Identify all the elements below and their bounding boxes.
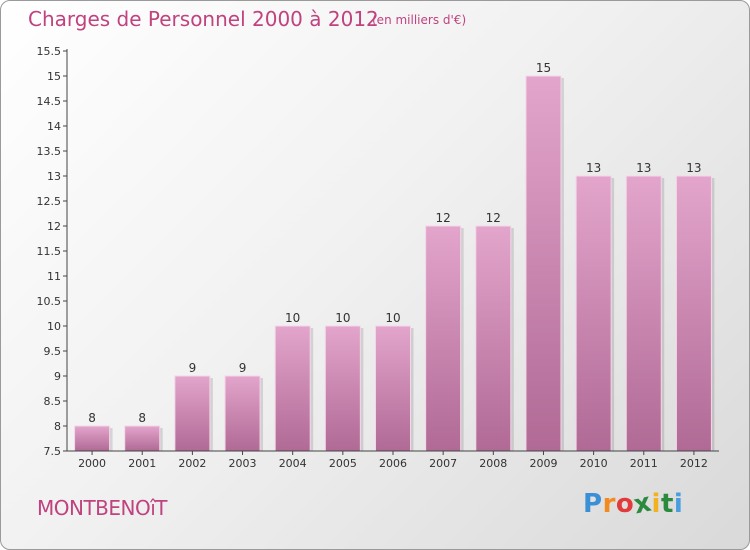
bar xyxy=(274,325,311,452)
y-tick-label: 10 xyxy=(47,320,61,333)
bar-value-label: 12 xyxy=(486,211,501,225)
bar xyxy=(375,325,411,452)
y-tick-label: 10.5 xyxy=(37,295,62,308)
y-tick-label: 11 xyxy=(47,270,61,283)
bar xyxy=(625,175,662,452)
bar-value-label: 10 xyxy=(385,311,400,325)
proxiti-logo: Proxiti xyxy=(583,488,684,521)
x-tick-label: 2001 xyxy=(128,457,156,470)
commune-name: MONTBENOîT xyxy=(37,496,168,520)
bar-value-label: 9 xyxy=(189,361,197,375)
x-axis: 2000 2001 2002 2003 2004 2005 2006 2007 2008 2009… xyxy=(67,450,719,470)
bar-value-label: 8 xyxy=(88,411,96,425)
x-tick-label: 2003 xyxy=(229,457,257,470)
bar-value-label: 13 xyxy=(686,161,701,175)
bar-value-label: 13 xyxy=(636,161,651,175)
x-tick-label: 2002 xyxy=(178,457,206,470)
x-tick-label: 2000 xyxy=(78,457,106,470)
x-tick-label: 2006 xyxy=(379,457,407,470)
chart-subtitle: (en milliers d'€) xyxy=(372,13,467,27)
logo-letter: r xyxy=(602,489,616,519)
y-tick-label: 12.5 xyxy=(37,195,62,208)
y-tick-label: 13 xyxy=(47,170,61,183)
x-tick-label: 2009 xyxy=(529,457,557,470)
bar xyxy=(525,75,562,452)
bar xyxy=(224,375,261,452)
y-tick-label: 8 xyxy=(54,420,61,433)
bar-value-label: 12 xyxy=(436,211,451,225)
logo-letter: i xyxy=(673,489,684,519)
bar xyxy=(74,425,111,452)
bar-value-label: 13 xyxy=(586,161,601,175)
y-tick-label: 13.5 xyxy=(37,145,62,158)
chart-title: Charges de Personnel 2000 à 2012 xyxy=(28,7,379,31)
x-tick-label: 2005 xyxy=(329,457,357,470)
logo-letter: o xyxy=(615,489,635,519)
bar-value-label: 10 xyxy=(285,311,300,325)
logo-letter: i xyxy=(651,489,661,519)
logo-letter: P xyxy=(583,489,603,519)
bar-value-label: 8 xyxy=(138,411,146,425)
x-tick-label: 2012 xyxy=(680,457,708,470)
x-tick-label: 2010 xyxy=(580,457,608,470)
bar-value-label: 15 xyxy=(536,61,551,75)
bar xyxy=(425,225,462,452)
bars: 8 8 9 9 10 10 10 12 12 15 13 13 13 xyxy=(74,61,715,452)
y-tick-label: 7.5 xyxy=(44,445,62,458)
bar xyxy=(575,175,612,452)
x-tick-label: 2011 xyxy=(630,457,658,470)
y-tick-label: 14 xyxy=(47,120,61,133)
y-tick-label: 11.5 xyxy=(37,245,62,258)
bar-value-label: 10 xyxy=(335,311,350,325)
y-tick-label: 15 xyxy=(47,70,61,83)
logo-letter: t xyxy=(660,489,674,519)
bar xyxy=(124,425,161,452)
x-tick-label: 2007 xyxy=(429,457,457,470)
y-tick-label: 12 xyxy=(47,220,61,233)
bar xyxy=(675,175,712,452)
x-tick-label: 2004 xyxy=(279,457,307,470)
y-tick-label: 14.5 xyxy=(37,95,62,108)
y-tick-label: 8.5 xyxy=(44,395,62,408)
bar xyxy=(475,225,512,452)
bar xyxy=(324,325,361,452)
y-tick-label: 15.5 xyxy=(37,45,62,58)
bar xyxy=(174,375,211,452)
x-tick-label: 2008 xyxy=(479,457,507,470)
y-tick-label: 9.5 xyxy=(44,345,62,358)
y-tick-label: 9 xyxy=(54,370,61,383)
bar-value-label: 9 xyxy=(239,361,247,375)
y-axis: 7.5 8 8.5 9 9.5 10 10.5 11 11.5 12 12.5 13 13.5 14 14.… xyxy=(37,45,68,458)
